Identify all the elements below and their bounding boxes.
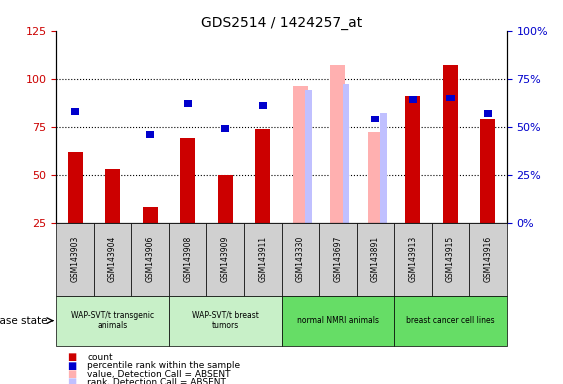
Bar [71, 108, 79, 115]
Bar [405, 96, 421, 223]
Text: GSM143906: GSM143906 [146, 236, 155, 282]
Text: ■: ■ [68, 352, 77, 362]
Text: normal NMRI animals: normal NMRI animals [297, 316, 379, 325]
Bar [371, 116, 379, 122]
Text: ■: ■ [68, 361, 77, 371]
Text: GSM143916: GSM143916 [484, 236, 493, 282]
Bar [381, 113, 387, 223]
Text: GSM143913: GSM143913 [408, 236, 417, 282]
Text: rank, Detection Call = ABSENT: rank, Detection Call = ABSENT [87, 378, 226, 384]
Bar [305, 90, 312, 223]
Bar [146, 131, 154, 138]
Bar [180, 138, 195, 223]
Text: GSM143891: GSM143891 [371, 236, 380, 282]
Bar [409, 96, 417, 103]
Text: GSM143904: GSM143904 [108, 236, 117, 282]
Text: value, Detection Call = ABSENT: value, Detection Call = ABSENT [87, 369, 231, 379]
Bar [368, 132, 383, 223]
Text: count: count [87, 353, 113, 362]
Bar [258, 102, 267, 109]
Title: GDS2514 / 1424257_at: GDS2514 / 1424257_at [201, 16, 362, 30]
Bar [484, 110, 492, 117]
Text: GSM143911: GSM143911 [258, 236, 267, 282]
Bar [68, 152, 83, 223]
Text: percentile rank within the sample: percentile rank within the sample [87, 361, 240, 370]
Text: WAP-SVT/t transgenic
animals: WAP-SVT/t transgenic animals [71, 311, 154, 330]
Text: disease state: disease state [0, 316, 48, 326]
Bar [293, 86, 308, 223]
Bar [184, 100, 192, 107]
Text: GSM143915: GSM143915 [446, 236, 455, 282]
Bar [221, 125, 229, 132]
Bar [443, 65, 458, 223]
Text: GSM143330: GSM143330 [296, 236, 305, 282]
Text: ■: ■ [68, 377, 77, 384]
Bar [330, 65, 345, 223]
Bar [343, 84, 349, 223]
Bar [105, 169, 120, 223]
Text: GSM143903: GSM143903 [70, 236, 79, 282]
Bar [480, 119, 495, 223]
Text: breast cancer cell lines: breast cancer cell lines [406, 316, 495, 325]
Text: ■: ■ [68, 369, 77, 379]
Bar [255, 129, 270, 223]
Text: GSM143909: GSM143909 [221, 236, 230, 282]
Text: GSM143908: GSM143908 [183, 236, 192, 282]
Text: WAP-SVT/t breast
tumors: WAP-SVT/t breast tumors [192, 311, 258, 330]
Bar [218, 175, 233, 223]
Bar [142, 207, 158, 223]
Bar [446, 94, 454, 101]
Text: GSM143697: GSM143697 [333, 236, 342, 282]
